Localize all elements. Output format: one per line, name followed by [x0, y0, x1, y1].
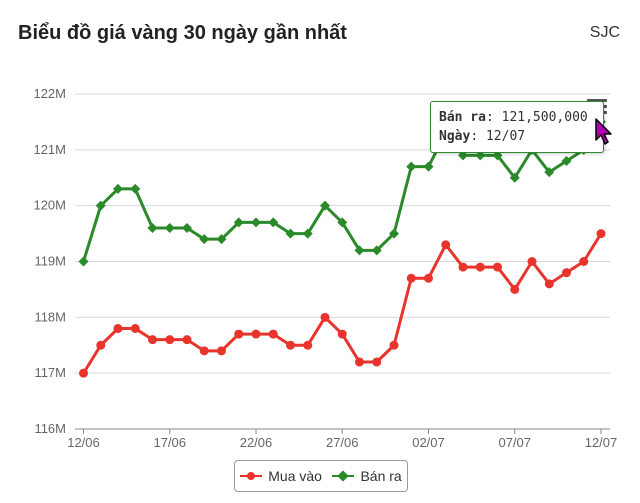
- sell-data-point: [268, 217, 279, 228]
- buy-data-point: [113, 324, 123, 333]
- legend-swatch-sell: [332, 471, 355, 481]
- sell-data-point: [337, 217, 348, 228]
- sell-data-point: [285, 228, 296, 239]
- buy-data-point: [268, 329, 278, 339]
- buy-data-point: [355, 357, 364, 367]
- y-tick-label: 118M: [34, 309, 66, 324]
- tooltip-value-date: 12/07: [485, 129, 526, 144]
- tooltip-label-sell: Bán ra: [439, 110, 486, 125]
- x-tick-label: 17/06: [153, 435, 186, 450]
- sell-data-point: [320, 200, 330, 211]
- sell-data-point: [113, 183, 123, 194]
- tooltip-label-date: Ngày: [439, 129, 471, 144]
- chart-legend: Mua vào Bán ra: [234, 460, 408, 492]
- legend-item-buy[interactable]: Mua vào: [240, 468, 322, 484]
- legend-label-sell: Bán ra: [360, 468, 402, 484]
- sell-data-point: [251, 217, 261, 228]
- sell-data-point: [147, 223, 158, 233]
- buy-data-point: [337, 329, 347, 339]
- buy-data-point: [544, 279, 554, 289]
- buy-data-point: [441, 240, 451, 250]
- buy-data-point: [527, 257, 537, 266]
- buy-data-point: [130, 324, 140, 333]
- buy-data-point: [389, 340, 399, 350]
- y-tick-label: 120M: [33, 198, 66, 213]
- buy-data-point: [510, 284, 520, 294]
- data-tooltip: Bán ra: 121,500,000 Ngày: 12/07: [430, 101, 604, 153]
- tooltip-value-sell: 121,500,000: [501, 110, 588, 125]
- legend-label-buy: Mua vào: [268, 468, 322, 484]
- sell-data-point: [216, 234, 227, 245]
- y-tick-label: 117M: [34, 365, 66, 380]
- buy-data-point: [458, 262, 468, 272]
- brand-label: SJC: [589, 24, 620, 41]
- buy-data-point: [424, 273, 433, 283]
- sell-data-point: [544, 167, 555, 178]
- buy-data-point: [79, 368, 88, 378]
- buy-data-point: [562, 268, 571, 278]
- x-tick-label: 12/06: [67, 435, 100, 450]
- buy-data-point: [199, 346, 209, 356]
- buy-data-point: [96, 340, 106, 350]
- buy-data-point: [217, 346, 226, 356]
- buy-data-point: [286, 340, 295, 350]
- buy-data-point: [596, 229, 606, 239]
- sell-data-point: [371, 245, 382, 256]
- sell-data-point: [233, 217, 244, 228]
- buy-data-point: [579, 257, 589, 266]
- sell-data-point: [406, 161, 417, 172]
- buy-data-point: [475, 262, 485, 272]
- sell-data-point: [509, 172, 520, 183]
- x-tick-label: 27/06: [326, 435, 359, 450]
- buy-data-point: [234, 329, 244, 339]
- x-tick-label: 02/07: [412, 435, 445, 450]
- buy-data-point: [303, 340, 313, 350]
- sell-data-point: [199, 234, 210, 245]
- buy-data-point: [165, 335, 175, 345]
- buy-data-point: [493, 262, 502, 272]
- sell-data-point: [389, 228, 399, 239]
- buy-data-point: [372, 357, 382, 367]
- legend-item-sell[interactable]: Bán ra: [332, 468, 402, 484]
- sell-data-point: [423, 161, 434, 172]
- buy-series-line: [82, 232, 603, 374]
- sell-data-point: [164, 223, 175, 233]
- sell-data-point: [78, 256, 89, 267]
- y-tick-label: 119M: [34, 254, 66, 269]
- sell-data-point: [354, 245, 365, 256]
- buy-data-point: [182, 335, 192, 345]
- x-tick-label: 22/06: [240, 435, 273, 450]
- chart-title: Biểu đồ giá vàng 30 ngày gần nhất: [18, 22, 347, 44]
- buy-data-point: [320, 312, 330, 322]
- sell-data-point: [95, 200, 106, 211]
- y-tick-label: 121M: [33, 142, 66, 157]
- pointer-cursor-icon: [595, 118, 612, 145]
- y-tick-label: 122M: [33, 86, 66, 101]
- buy-data-point: [148, 335, 157, 345]
- x-tick-label: 07/07: [498, 435, 531, 450]
- x-tick-label: 12/07: [585, 435, 618, 450]
- buy-data-point: [251, 329, 261, 339]
- buy-data-point: [406, 273, 416, 283]
- legend-swatch-buy: [240, 471, 263, 481]
- sell-data-point: [130, 183, 141, 194]
- sell-data-point: [302, 228, 313, 239]
- y-tick-label: 116M: [34, 421, 66, 436]
- sell-data-point: [182, 223, 192, 233]
- sell-data-point: [561, 156, 572, 166]
- menu-bar: [587, 99, 607, 102]
